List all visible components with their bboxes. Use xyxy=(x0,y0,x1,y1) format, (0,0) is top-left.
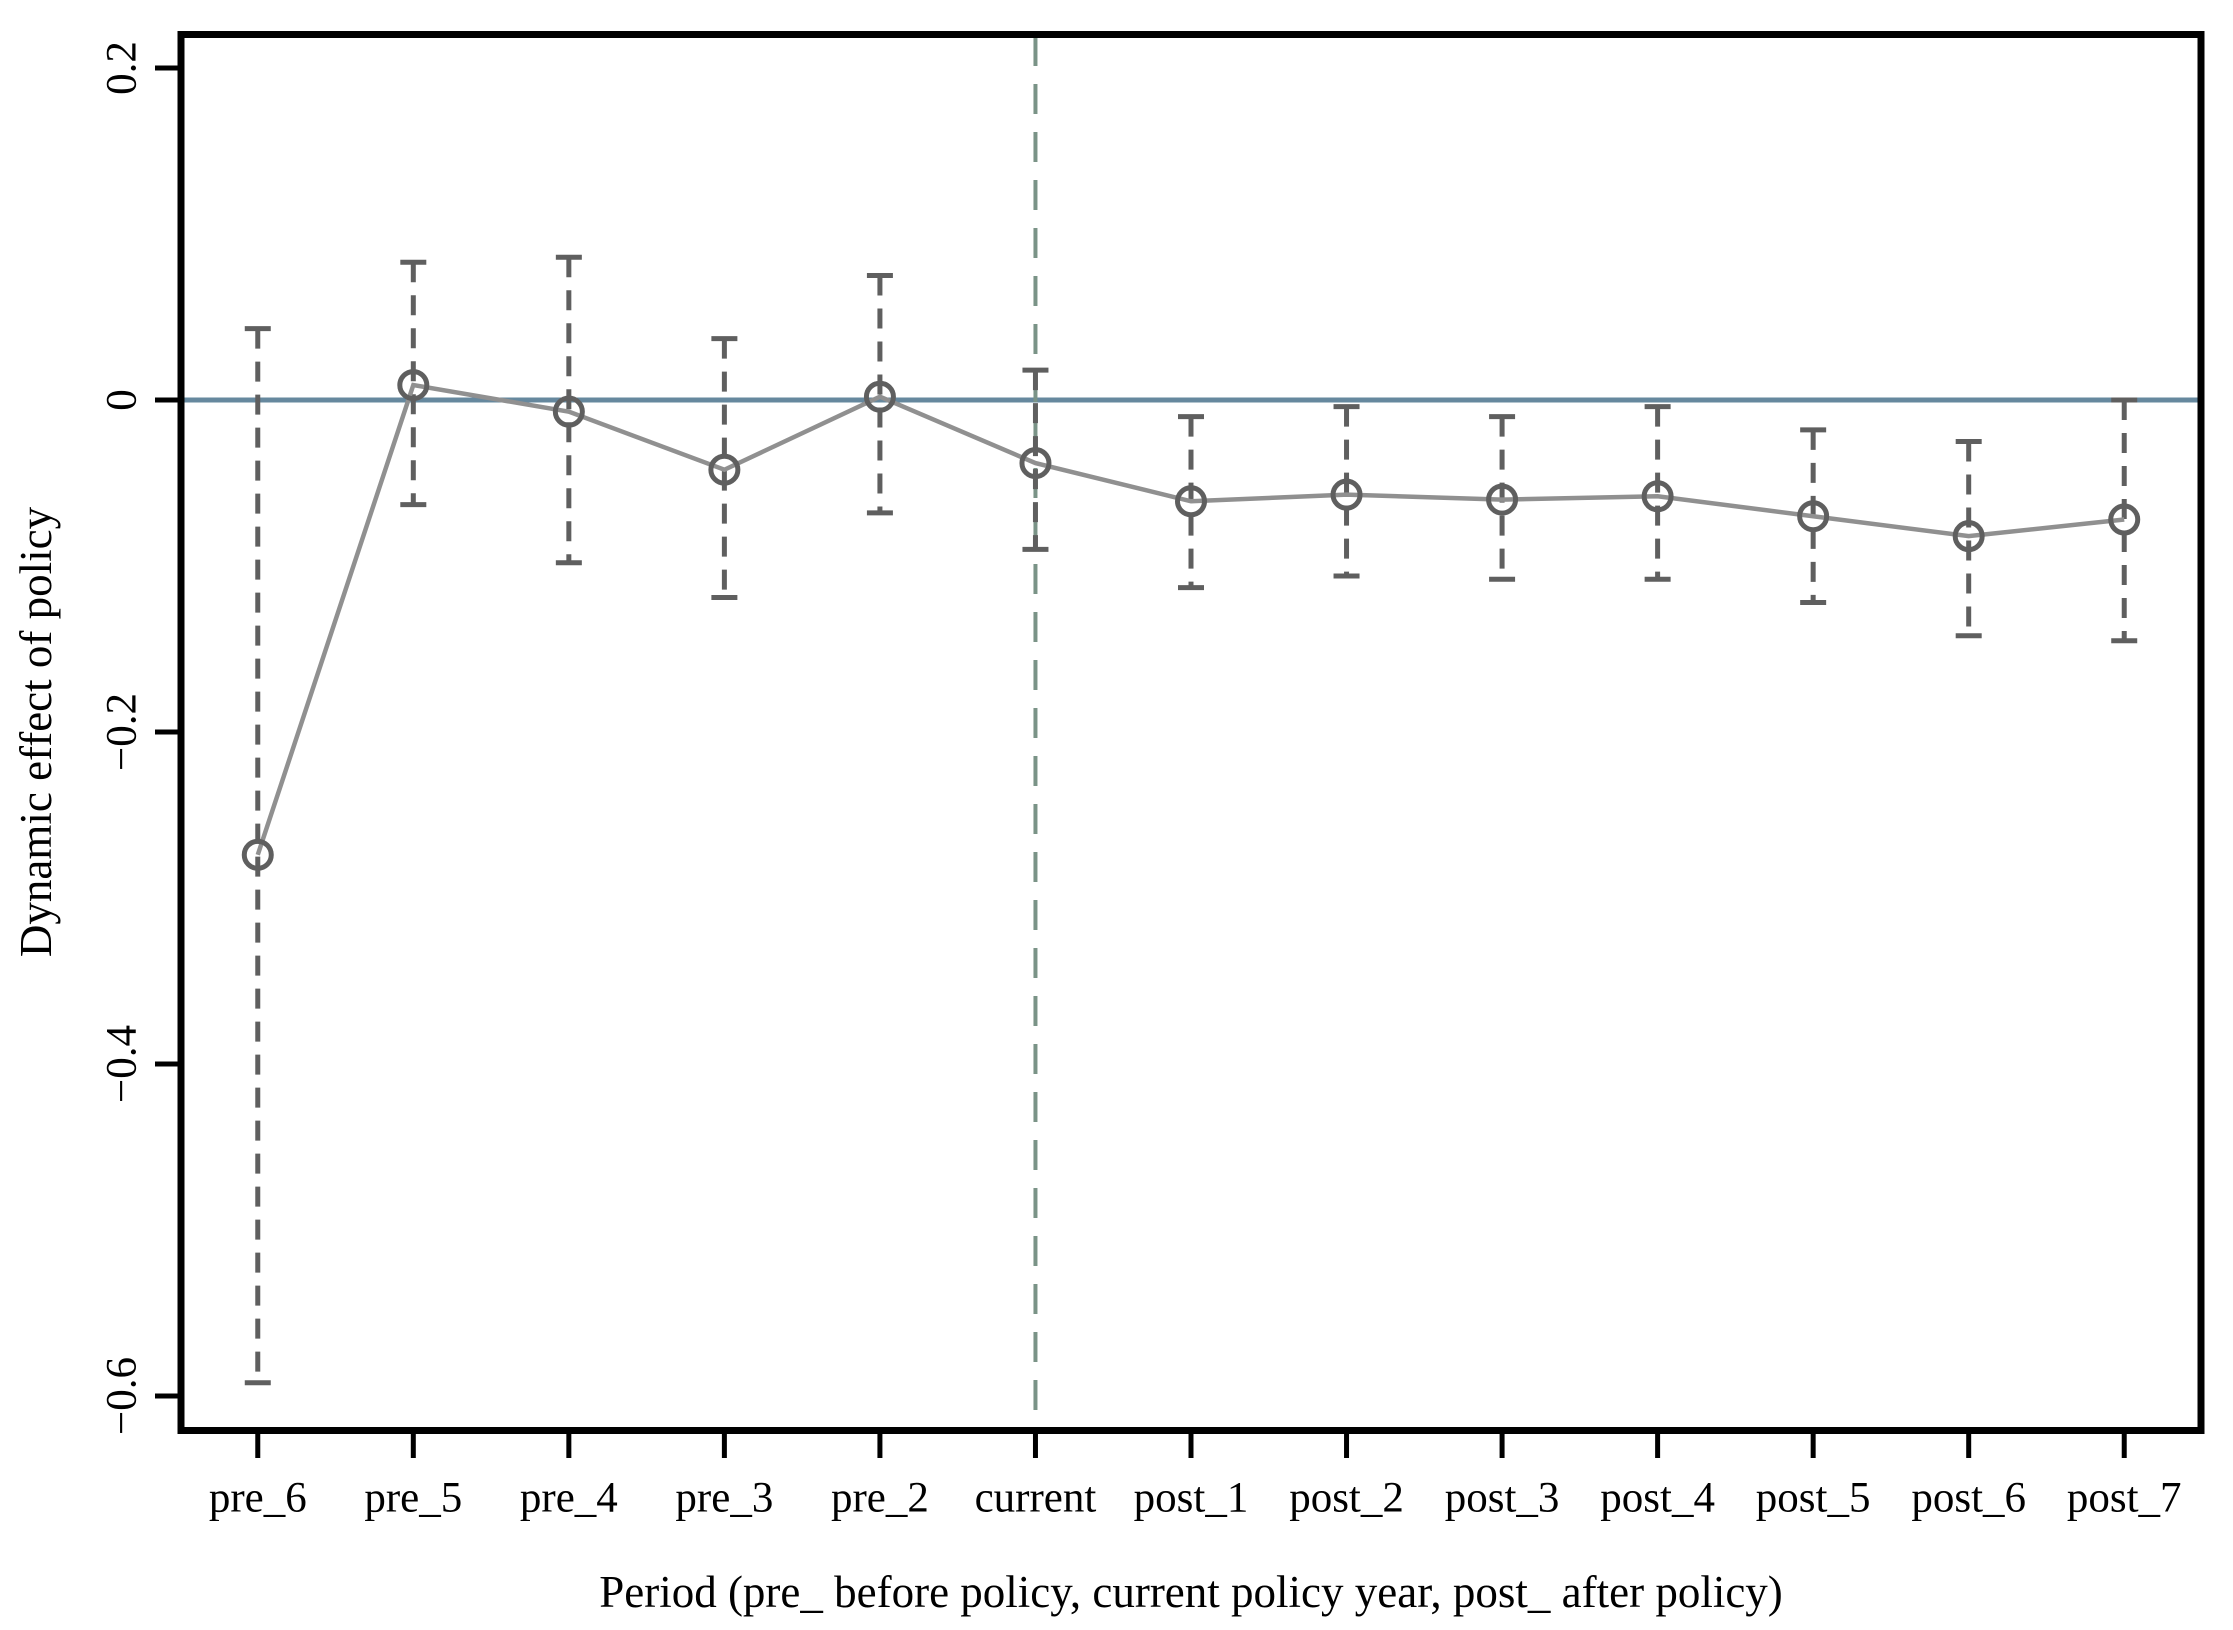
x-tick-label: post_4 xyxy=(1600,1475,1715,1522)
y-axis-title: Dynamic effect of policy xyxy=(11,506,61,958)
x-tick-label: post_1 xyxy=(1134,1475,1249,1522)
x-tick-label: pre_4 xyxy=(520,1475,618,1522)
data-point-marker xyxy=(1641,480,1674,513)
data-point-marker xyxy=(552,395,585,428)
x-tick-label: post_5 xyxy=(1756,1475,1871,1522)
x-tick-label: post_2 xyxy=(1289,1475,1404,1522)
y-tick-label: −0.2 xyxy=(99,693,146,771)
data-point-marker xyxy=(1797,500,1830,533)
data-point-marker xyxy=(1330,478,1363,511)
y-tick-label: −0.6 xyxy=(99,1357,146,1435)
y-tick-label: −0.4 xyxy=(99,1025,146,1103)
x-tick-label: pre_2 xyxy=(831,1475,929,1522)
trend-line xyxy=(255,382,2125,856)
plot-frame xyxy=(177,31,2205,1434)
data-point-marker xyxy=(1175,485,1207,518)
x-tick-label: pre_3 xyxy=(675,1475,773,1522)
data-point-marker xyxy=(241,838,274,871)
x-tick-label: current xyxy=(975,1475,1097,1522)
x-tick-label: post_7 xyxy=(2067,1475,2182,1522)
data-point-marker xyxy=(863,380,896,413)
data-point-marker xyxy=(397,369,430,402)
y-tick-label: 0 xyxy=(99,389,146,411)
y-tick-label: 0.2 xyxy=(99,41,146,95)
x-tick-label: post_6 xyxy=(1911,1475,2026,1522)
x-axis-title: Period (pre_ before policy, current poli… xyxy=(599,1567,1783,1617)
data-point-marker xyxy=(1486,483,1519,516)
data-point-marker xyxy=(2108,503,2141,536)
x-tick-label: pre_5 xyxy=(364,1475,462,1522)
data-point-marker xyxy=(708,453,741,486)
x-tick-label: post_3 xyxy=(1445,1475,1560,1522)
data-point-marker xyxy=(1019,447,1052,480)
data-point-marker xyxy=(1952,520,1985,553)
x-tick-label: pre_6 xyxy=(209,1475,307,1522)
